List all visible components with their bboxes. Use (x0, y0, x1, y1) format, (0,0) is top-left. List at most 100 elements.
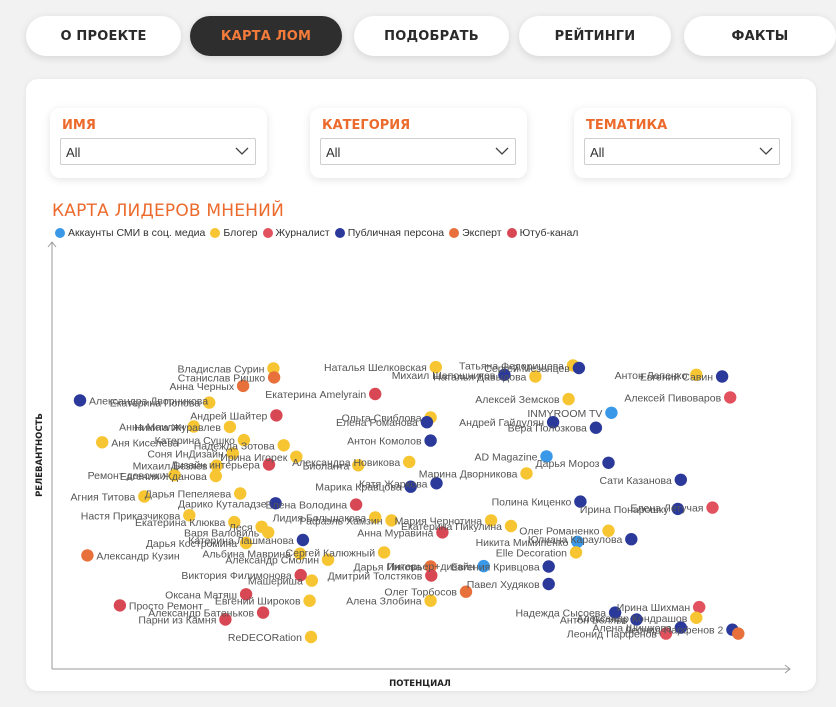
data-point[interactable] (223, 420, 237, 434)
data-point[interactable] (562, 392, 575, 406)
nav-ratings[interactable]: РЕЙТИНГИ (519, 16, 671, 56)
data-point[interactable] (498, 368, 511, 381)
data-point[interactable] (424, 560, 437, 573)
data-point[interactable] (303, 594, 316, 607)
data-point[interactable] (96, 436, 109, 449)
data-point[interactable] (219, 613, 232, 626)
data-point[interactable] (168, 468, 181, 482)
data-point[interactable] (602, 524, 615, 537)
data-point[interactable] (572, 361, 586, 375)
data-point[interactable] (377, 546, 391, 559)
data-point[interactable] (589, 421, 603, 434)
data-point[interactable] (546, 416, 560, 429)
nav-facts[interactable]: ФАКТЫ (684, 16, 836, 56)
legend-item-blogger[interactable]: Блогер (210, 227, 258, 239)
data-point[interactable] (403, 455, 416, 469)
data-point[interactable] (484, 514, 498, 527)
data-point[interactable] (385, 514, 398, 527)
data-point[interactable] (226, 447, 239, 460)
data-point[interactable] (369, 387, 382, 401)
legend-item-expert[interactable]: Эксперт (449, 227, 502, 239)
data-point[interactable] (529, 370, 542, 383)
data-point[interactable] (659, 627, 673, 640)
data-point[interactable] (715, 370, 729, 383)
data-point[interactable] (625, 533, 638, 546)
data-point[interactable] (138, 490, 151, 503)
data-point[interactable] (209, 469, 222, 483)
data-point[interactable] (210, 459, 223, 472)
data-point[interactable] (187, 420, 200, 433)
data-point[interactable] (724, 391, 737, 404)
data-point[interactable] (404, 480, 417, 493)
data-point[interactable] (369, 511, 382, 524)
data-point[interactable] (277, 439, 290, 452)
data-point[interactable] (236, 379, 250, 393)
data-point[interactable] (183, 509, 196, 522)
data-point[interactable] (262, 458, 276, 471)
data-point[interactable] (540, 450, 553, 463)
data-point[interactable] (293, 547, 307, 560)
legend-item-smi[interactable]: Аккаунты СМИ в соц. медиа (55, 227, 205, 239)
data-point[interactable] (424, 434, 437, 447)
data-point[interactable] (542, 577, 555, 591)
data-point[interactable] (690, 611, 703, 624)
data-point[interactable] (203, 396, 216, 409)
data-point[interactable] (239, 536, 253, 550)
data-point[interactable] (267, 371, 281, 384)
nav-map[interactable]: КАРТА ЛОМ (190, 16, 342, 56)
data-point[interactable] (574, 495, 587, 508)
data-point[interactable] (234, 487, 247, 500)
data-point[interactable] (569, 546, 583, 559)
filter-theme-select[interactable]: All (584, 138, 780, 165)
data-point[interactable] (693, 600, 706, 614)
legend-item-youtube[interactable]: Ютуб-канал (506, 227, 578, 239)
data-point[interactable] (228, 515, 241, 529)
data-point[interactable] (690, 368, 703, 381)
data-point[interactable] (605, 406, 618, 419)
legend-item-public[interactable]: Публичная персона (334, 227, 444, 239)
data-point[interactable] (305, 574, 318, 587)
data-point[interactable] (294, 568, 307, 582)
data-point[interactable] (459, 585, 473, 598)
data-point[interactable] (608, 606, 622, 619)
legend-item-journalist[interactable]: Журналист (262, 227, 330, 239)
data-point[interactable] (477, 559, 490, 573)
data-point[interactable] (113, 599, 127, 612)
data-point[interactable] (239, 588, 253, 601)
data-point[interactable] (290, 450, 303, 463)
nav-select[interactable]: ПОДОБРАТЬ (354, 16, 509, 56)
data-point[interactable] (352, 459, 365, 472)
data-point[interactable] (270, 409, 283, 422)
data-point[interactable] (674, 473, 687, 486)
data-point[interactable] (256, 606, 270, 619)
filter-name-select[interactable]: All (60, 138, 256, 165)
data-point[interactable] (671, 502, 684, 516)
filter-category-select[interactable]: All (320, 138, 516, 165)
data-point[interactable] (430, 477, 443, 490)
data-point[interactable] (321, 553, 335, 566)
data-point[interactable] (267, 362, 280, 375)
data-point[interactable] (420, 416, 434, 429)
data-point[interactable] (429, 360, 442, 374)
data-point[interactable] (237, 433, 251, 447)
data-point[interactable] (504, 519, 518, 533)
data-point[interactable] (571, 535, 584, 548)
data-point[interactable] (349, 498, 363, 511)
data-point[interactable] (706, 501, 719, 514)
data-point[interactable] (602, 456, 615, 469)
data-point[interactable] (304, 630, 318, 644)
data-point[interactable] (81, 549, 94, 562)
data-point[interactable] (262, 526, 275, 539)
data-point[interactable] (630, 613, 643, 626)
nav-about[interactable]: О ПРОЕКТЕ (26, 16, 181, 56)
data-point[interactable] (425, 569, 438, 582)
data-point[interactable] (424, 594, 437, 607)
data-point[interactable] (296, 533, 310, 547)
data-point[interactable] (520, 467, 533, 480)
data-point[interactable] (73, 394, 87, 407)
data-point[interactable] (674, 621, 687, 634)
data-point[interactable] (732, 627, 745, 640)
data-point[interactable] (269, 497, 282, 510)
data-point[interactable] (542, 560, 555, 573)
data-point[interactable] (436, 526, 449, 539)
